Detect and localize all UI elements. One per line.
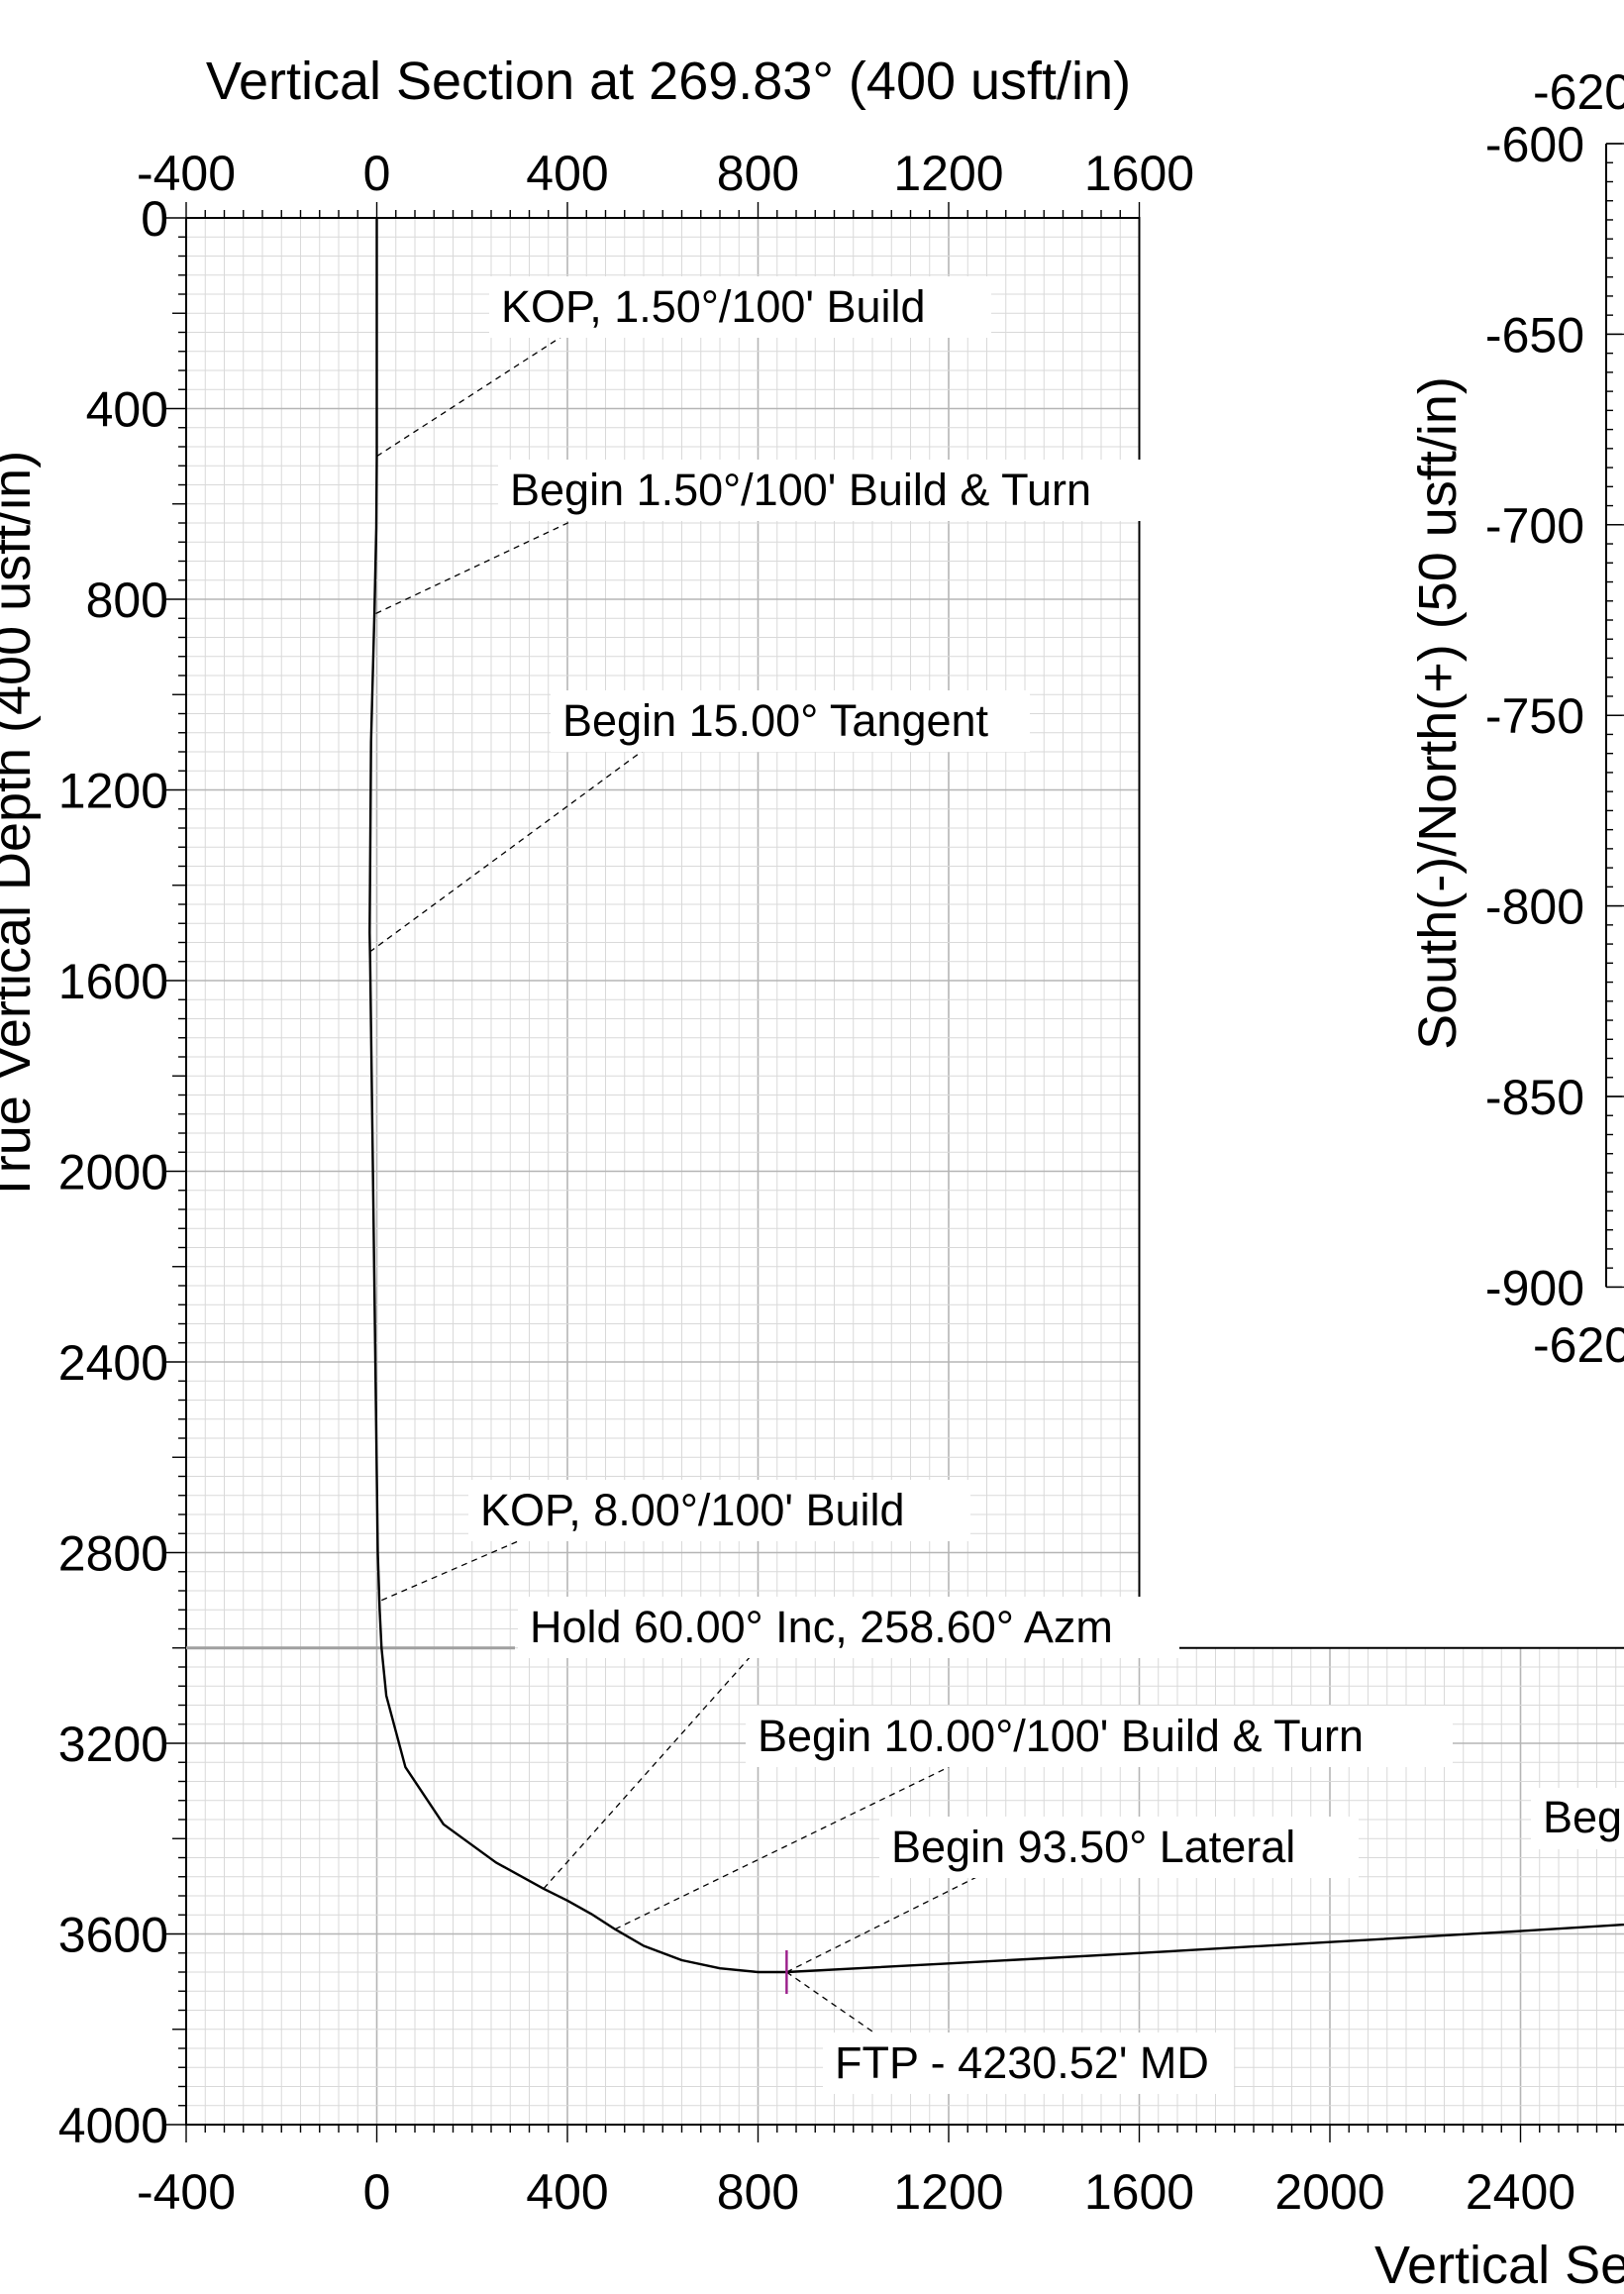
x-bottom-tick-label: 2000 bbox=[1274, 2164, 1384, 2220]
annotation-label: Begin 93.50° Lateral bbox=[891, 1822, 1295, 1872]
annotation-box bbox=[823, 2033, 1234, 2094]
annotation-label-extra: Beg bbox=[1543, 1792, 1622, 1842]
annotation-box bbox=[518, 1597, 1179, 1658]
sn-y-tick-label: -600 bbox=[1485, 117, 1584, 172]
x-top-tick-label: 1200 bbox=[893, 146, 1003, 201]
y-tick-label: 3600 bbox=[58, 1908, 168, 1963]
annotation-box bbox=[551, 690, 1030, 752]
annotation-label: Hold 60.00° Inc, 258.60° Azm bbox=[530, 1602, 1113, 1652]
annotation-box bbox=[879, 1817, 1359, 1878]
annotations: KOP, 1.50°/100' Build Begin 1.50°/100' Bu… bbox=[368, 276, 1624, 2094]
sn-y-tick-label: -700 bbox=[1485, 498, 1584, 554]
x-top-tick-label: 400 bbox=[526, 146, 608, 201]
sn-x-top-tick-label: -620 bbox=[1533, 64, 1624, 120]
x-bottom-tick-label: -400 bbox=[137, 2164, 236, 2220]
sn-y-tick-label: -650 bbox=[1485, 307, 1584, 363]
y-tick-label: 2000 bbox=[58, 1145, 168, 1200]
annotation-label: Begin 15.00° Tangent bbox=[562, 695, 989, 746]
annotation-box bbox=[746, 1706, 1453, 1767]
x-bottom-tick-label: 1200 bbox=[893, 2164, 1003, 2220]
annotation-box bbox=[489, 276, 991, 338]
x-bottom-tick-label: 800 bbox=[717, 2164, 799, 2220]
vs-y-axis-title: True Vertical Depth (400 usft/in) bbox=[0, 451, 42, 1203]
leader-line bbox=[786, 1876, 978, 1973]
vs-chart-title: Vertical Section at 269.83° (400 usft/in… bbox=[206, 52, 1131, 111]
tick-labels: -400 0 400 800 1200 1600-400 0 400 800 1200 1600 20… bbox=[58, 64, 1624, 2220]
x-bottom-tick-label: 400 bbox=[526, 2164, 608, 2220]
annotation-label: KOP, 1.50°/100' Build bbox=[501, 281, 926, 332]
sn-x-bottom-tick-label: -620 bbox=[1533, 1317, 1624, 1373]
sn-y-tick-label: -850 bbox=[1485, 1070, 1584, 1125]
annotation-box bbox=[1531, 1788, 1624, 1849]
x-top-tick-label: 0 bbox=[363, 146, 391, 201]
x-bottom-tick-label: 0 bbox=[363, 2164, 391, 2220]
leader-line bbox=[614, 1766, 950, 1930]
x-bottom-tick-label: 2400 bbox=[1466, 2164, 1575, 2220]
x-top-tick-label: 800 bbox=[717, 146, 799, 201]
x-top-tick-label: 1600 bbox=[1084, 146, 1194, 201]
sn-y-tick-label: -900 bbox=[1485, 1260, 1584, 1315]
y-tick-label: 4000 bbox=[58, 2098, 168, 2153]
y-tick-label: 2400 bbox=[58, 1335, 168, 1391]
tick-marks bbox=[164, 143, 1624, 2142]
x-bottom-tick-label: 1600 bbox=[1084, 2164, 1194, 2220]
y-tick-label: 1600 bbox=[58, 954, 168, 1009]
grid bbox=[185, 217, 1624, 2126]
y-tick-label: 3200 bbox=[58, 1717, 168, 1772]
sn-y-tick-label: -750 bbox=[1485, 688, 1584, 744]
y-tick-label: 0 bbox=[141, 191, 168, 247]
x-top-tick-label: -400 bbox=[137, 146, 236, 201]
sn-y-tick-label: -800 bbox=[1485, 880, 1584, 935]
leader-line bbox=[543, 1647, 759, 1890]
y-tick-label: 800 bbox=[86, 573, 168, 628]
annotation-label: Begin 10.00°/100' Build & Turn bbox=[758, 1711, 1364, 1761]
y-tick-label: 2800 bbox=[58, 1526, 168, 1582]
y-tick-label: 400 bbox=[86, 382, 168, 438]
leader-line bbox=[368, 717, 687, 953]
sn-y-axis-title: South(-)/North(+) (50 usft/in) bbox=[1408, 376, 1468, 1050]
annotation-box bbox=[468, 1480, 970, 1541]
series bbox=[368, 218, 1624, 1994]
annotation-box bbox=[498, 460, 1182, 521]
y-tick-label: 1200 bbox=[58, 764, 168, 819]
annotation-label: KOP, 8.00°/100' Build bbox=[480, 1485, 905, 1535]
well-path bbox=[368, 218, 1624, 1974]
annotation-label: FTP - 4230.52' MD bbox=[835, 2037, 1209, 2088]
annotation-label: Begin 1.50°/100' Build & Turn bbox=[510, 465, 1091, 515]
vs-x-axis-title: Vertical Se bbox=[1374, 2236, 1624, 2294]
